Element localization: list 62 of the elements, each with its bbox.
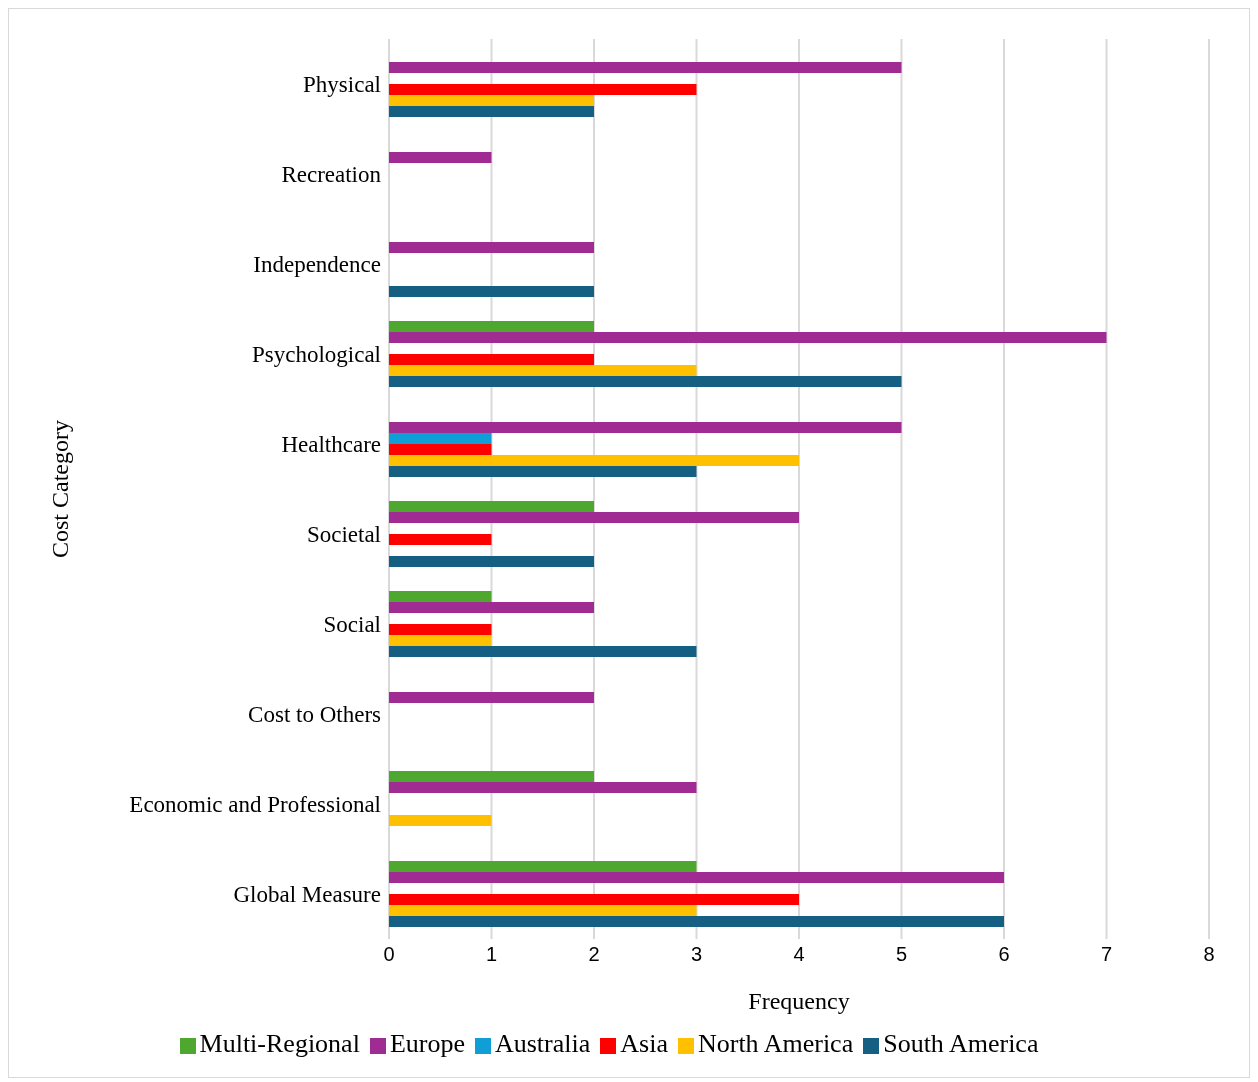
y-tick-label: Recreation bbox=[281, 162, 382, 188]
bar bbox=[389, 444, 492, 455]
legend-label: Asia bbox=[620, 1029, 668, 1058]
bar bbox=[389, 646, 697, 657]
y-tick-label: Economic and Professional bbox=[129, 792, 381, 818]
y-tick-label: Social bbox=[323, 612, 381, 638]
bar bbox=[389, 556, 594, 567]
legend-label: North America bbox=[697, 1029, 854, 1058]
y-tick-label: Psychological bbox=[251, 342, 381, 368]
bar bbox=[389, 106, 594, 117]
bar bbox=[389, 782, 697, 793]
y-tick-label: Global Measure bbox=[233, 882, 381, 908]
legend-label: South America bbox=[883, 1029, 1039, 1058]
x-tick-label: 1 bbox=[485, 943, 498, 966]
bar bbox=[389, 84, 697, 95]
y-tick-label: Societal bbox=[306, 522, 381, 548]
bar bbox=[389, 861, 697, 872]
legend-label: Europe bbox=[389, 1029, 465, 1058]
bar bbox=[389, 433, 492, 444]
bar bbox=[389, 534, 492, 545]
x-tick-label: 7 bbox=[1100, 943, 1113, 966]
legend-label: Australia bbox=[494, 1029, 591, 1058]
x-tick-label: 2 bbox=[588, 943, 600, 966]
bar bbox=[389, 602, 594, 613]
bar bbox=[389, 894, 799, 905]
x-tick-label: 0 bbox=[383, 943, 395, 966]
bar bbox=[389, 501, 594, 512]
y-tick-label: Physical bbox=[303, 72, 381, 98]
bar bbox=[389, 466, 697, 477]
bar bbox=[389, 635, 492, 646]
x-tick-label: 3 bbox=[690, 943, 703, 966]
bar bbox=[389, 692, 594, 703]
x-tick-label: 4 bbox=[793, 943, 805, 966]
bar bbox=[389, 455, 799, 466]
bar bbox=[389, 512, 799, 523]
bar bbox=[389, 591, 492, 602]
bar bbox=[389, 422, 902, 433]
x-axis-title: Frequency bbox=[748, 988, 850, 1014]
bar bbox=[389, 286, 594, 297]
bar bbox=[389, 95, 594, 106]
x-tick-label: 8 bbox=[1203, 943, 1215, 966]
y-tick-label: Cost to Others bbox=[248, 702, 382, 728]
y-axis-title: Cost Category bbox=[46, 420, 73, 558]
bar bbox=[389, 376, 902, 387]
y-tick-label: Healthcare bbox=[281, 432, 381, 458]
bar bbox=[389, 354, 594, 365]
bar bbox=[389, 624, 492, 635]
x-tick-label: 6 bbox=[998, 943, 1010, 966]
bar bbox=[389, 332, 1107, 343]
bar bbox=[389, 321, 594, 332]
bar bbox=[389, 365, 697, 376]
bar bbox=[389, 916, 1004, 927]
bar bbox=[389, 872, 1004, 883]
bar bbox=[389, 242, 594, 253]
bar bbox=[389, 771, 594, 782]
bar bbox=[389, 905, 697, 916]
bar bbox=[389, 815, 492, 826]
legend-label: Multi-Regional bbox=[199, 1029, 360, 1058]
y-tick-label: Independence bbox=[253, 252, 381, 278]
x-tick-label: 5 bbox=[895, 943, 908, 966]
bar bbox=[389, 152, 492, 163]
bar bbox=[389, 62, 902, 73]
